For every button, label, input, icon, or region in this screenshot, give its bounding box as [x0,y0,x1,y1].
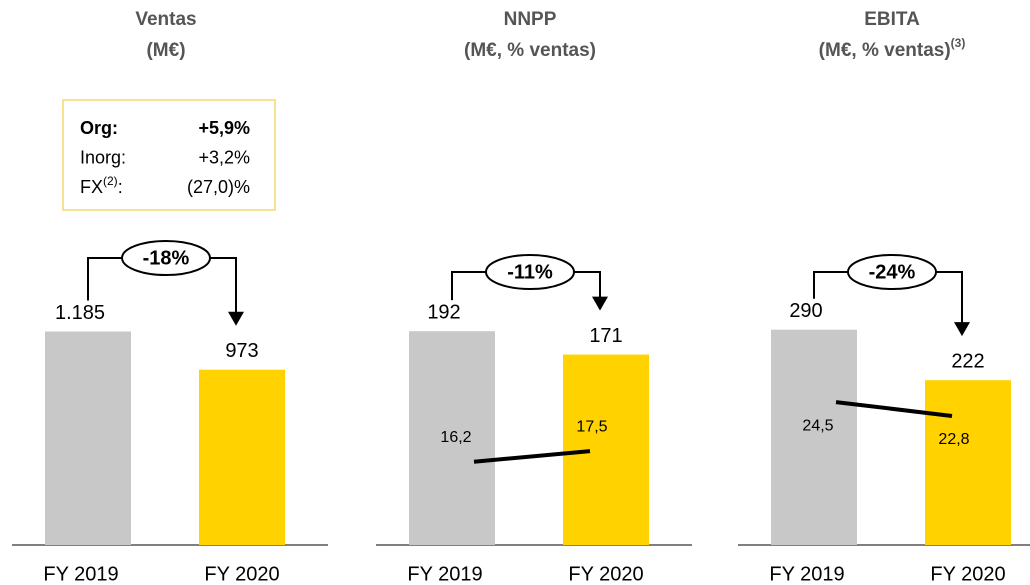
bar-value-label: 171 [589,325,622,347]
panel-subtitle: (M€) [146,40,185,61]
panel-subtitle: (M€, % ventas)(3) [819,36,966,61]
breakdown-value: +3,2% [198,147,250,167]
change-oval [847,254,937,290]
bar [45,331,131,545]
change-oval [485,254,575,290]
breakdown-value: +5,9% [198,118,250,138]
x-tick-label: FY 2019 [43,563,118,585]
breakdown-label-text: FX [80,177,103,197]
bar [925,380,1011,545]
bar-value-label: 973 [225,340,258,362]
breakdown-label-text: Inorg: [80,147,126,167]
x-tick-label: FY 2019 [407,563,482,585]
change-label: -18% [143,247,190,269]
subtitle-text: (M€) [146,40,185,61]
x-tick-label: FY 2020 [568,563,643,585]
subtitle-text: (M€, % ventas) [819,40,951,61]
change-label: -11% [507,261,553,283]
subtitle-text: (M€, % ventas) [464,40,596,61]
breakdown-value: (27,0)% [187,177,250,197]
bar [199,369,285,545]
breakdown-label-note: (2) [103,174,118,188]
bar-value-label: 222 [951,350,984,372]
ratio-label: 24,5 [802,417,833,434]
breakdown-label: FX(2): [80,174,123,197]
bar-value-label: 290 [789,300,822,322]
change-arrowhead [954,322,970,337]
panel-title: Ventas [135,9,196,30]
x-tick-label: FY 2019 [769,563,844,585]
change-arrowhead [592,296,608,311]
breakdown-label: Inorg: [80,147,126,167]
ratio-label: 17,5 [576,418,607,435]
bar [771,329,857,545]
ratio-label: 22,8 [938,431,969,448]
subtitle-note: (3) [951,36,966,50]
x-tick-label: FY 2020 [204,563,279,585]
panel-subtitle: (M€, % ventas) [464,40,596,61]
ratio-line [473,449,591,464]
ratio-line [835,400,953,418]
breakdown-label: Org: [80,118,118,138]
change-arrowhead [228,311,244,326]
change-label: -24% [869,261,916,283]
bar-value-label: 1.185 [55,302,105,324]
breakdown-label-text: Org: [80,118,118,138]
bar [409,331,495,545]
panel-title: NNPP [504,9,557,30]
change-oval [121,240,211,276]
x-tick-label: FY 2020 [930,563,1005,585]
panel-title: EBITA [864,9,920,30]
breakdown-label-end: : [118,177,123,197]
bar-value-label: 192 [427,301,460,323]
bar [563,354,649,545]
breakdown-box [62,99,276,211]
ratio-label: 16,2 [440,429,471,446]
